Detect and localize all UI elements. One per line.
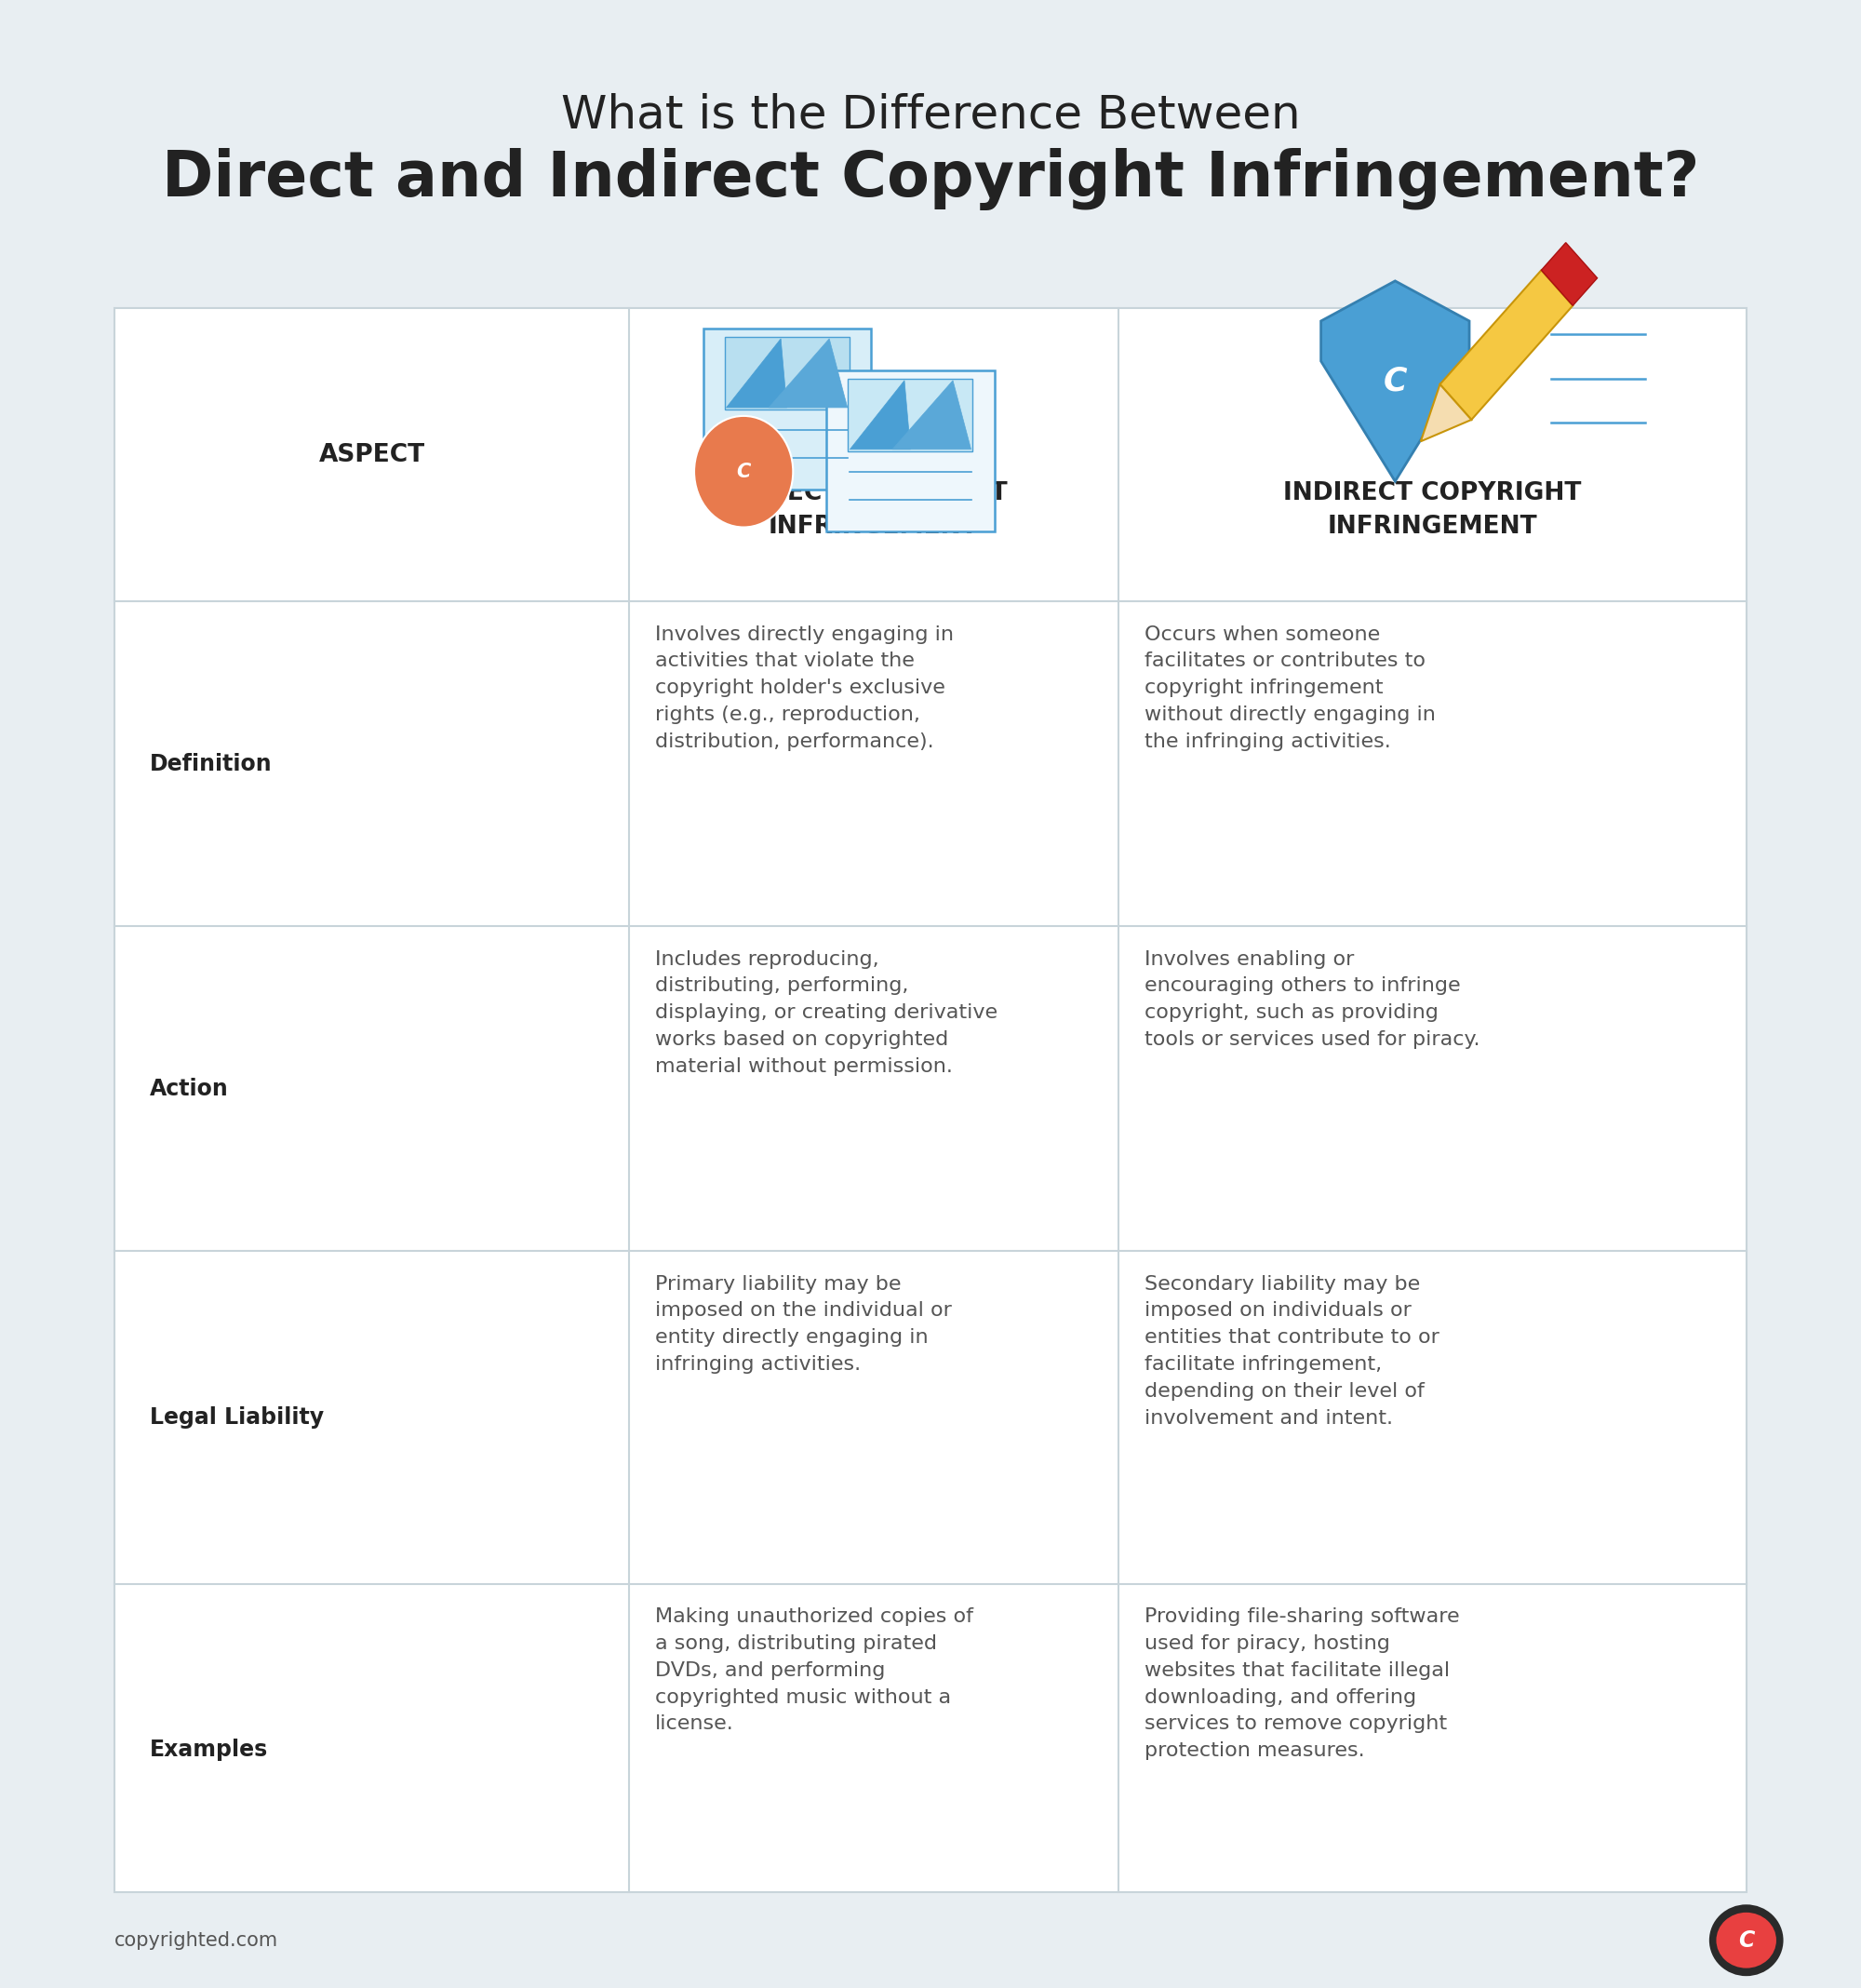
Polygon shape — [769, 338, 847, 408]
Text: Involves enabling or
encouraging others to infringe
copyright, such as providing: Involves enabling or encouraging others … — [1145, 950, 1479, 1050]
Polygon shape — [1440, 270, 1573, 419]
Ellipse shape — [1708, 1905, 1783, 1976]
Text: Action: Action — [151, 1077, 229, 1099]
Text: What is the Difference Between: What is the Difference Between — [560, 93, 1301, 137]
Text: Occurs when someone
facilitates or contributes to
copyright infringement
without: Occurs when someone facilitates or contr… — [1145, 624, 1435, 751]
FancyBboxPatch shape — [826, 370, 994, 531]
Text: copyrighted.com: copyrighted.com — [115, 1930, 279, 1950]
Polygon shape — [891, 380, 971, 449]
Text: Definition: Definition — [151, 753, 272, 775]
Polygon shape — [1321, 280, 1470, 481]
Text: Includes reproducing,
distributing, performing,
displaying, or creating derivati: Includes reproducing, distributing, perf… — [655, 950, 997, 1076]
Text: INDIRECT COPYRIGHT
INFRINGEMENT: INDIRECT COPYRIGHT INFRINGEMENT — [1282, 481, 1582, 539]
Text: C: C — [1383, 366, 1407, 398]
Text: Primary liability may be
imposed on the individual or
entity directly engaging i: Primary liability may be imposed on the … — [655, 1274, 951, 1374]
Text: C: C — [1738, 1928, 1755, 1952]
Text: Secondary liability may be
imposed on individuals or
entities that contribute to: Secondary liability may be imposed on in… — [1145, 1274, 1439, 1427]
Text: C: C — [737, 463, 750, 481]
FancyBboxPatch shape — [849, 378, 973, 451]
FancyBboxPatch shape — [115, 308, 1746, 1893]
Text: Involves directly engaging in
activities that violate the
copyright holder's exc: Involves directly engaging in activities… — [655, 624, 955, 751]
Circle shape — [694, 415, 793, 527]
Polygon shape — [1420, 384, 1472, 441]
FancyBboxPatch shape — [724, 336, 849, 410]
Text: Direct and Indirect Copyright Infringement?: Direct and Indirect Copyright Infringeme… — [162, 147, 1699, 211]
Text: DIRECT COPYRIGHT
INFRINGEMENT: DIRECT COPYRIGHT INFRINGEMENT — [739, 481, 1007, 539]
Text: Making unauthorized copies of
a song, distributing pirated
DVDs, and performing
: Making unauthorized copies of a song, di… — [655, 1608, 973, 1734]
Polygon shape — [726, 338, 787, 408]
Ellipse shape — [1716, 1912, 1775, 1968]
Text: Providing file-sharing software
used for piracy, hosting
websites that facilitat: Providing file-sharing software used for… — [1145, 1608, 1459, 1759]
Text: ASPECT: ASPECT — [318, 443, 424, 467]
Text: Legal Liability: Legal Liability — [151, 1406, 324, 1429]
FancyBboxPatch shape — [703, 328, 871, 489]
Polygon shape — [1541, 243, 1597, 306]
Text: Examples: Examples — [151, 1740, 268, 1761]
Polygon shape — [850, 380, 910, 449]
